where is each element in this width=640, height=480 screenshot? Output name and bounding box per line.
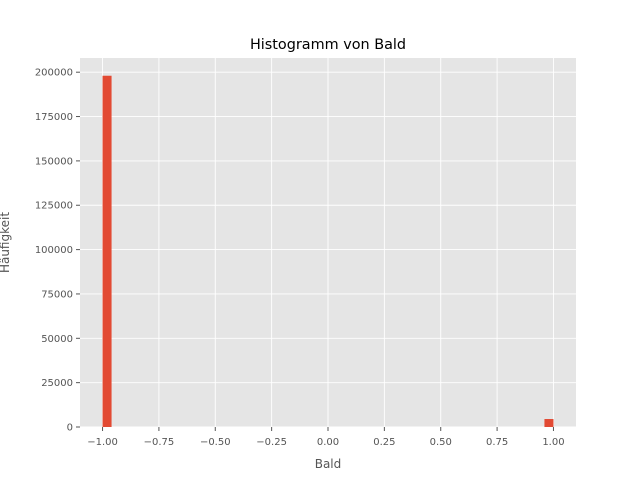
- y-tick-label: 200000: [35, 68, 73, 79]
- x-axis-ticks: −1.00 −0.75 −0.50 −0.25 0.00 0.25 0.50 0.75 1.00: [87, 427, 565, 448]
- y-tick-label: 150000: [35, 156, 73, 167]
- x-tick-label: 0.00: [317, 437, 339, 448]
- x-tick-label: 0.25: [373, 437, 395, 448]
- x-tick-label: 1.00: [542, 437, 564, 448]
- histogram-bar: [544, 419, 554, 427]
- y-tick-label: 175000: [35, 112, 73, 123]
- y-axis-label: Häufigkeit: [0, 212, 12, 273]
- x-tick-label: −0.75: [144, 437, 175, 448]
- bars: [102, 75, 554, 427]
- x-tick-label: 0.75: [486, 437, 508, 448]
- x-tick-label: −1.00: [87, 437, 118, 448]
- x-tick-label: −0.25: [256, 437, 287, 448]
- histogram-bar: [102, 75, 112, 427]
- y-tick-label: 100000: [35, 245, 73, 256]
- y-tick-label: 0: [67, 423, 73, 434]
- y-tick-label: 50000: [41, 334, 73, 345]
- x-axis-label: Bald: [315, 457, 342, 471]
- y-axis-ticks: 0 25000 50000 75000 100000 125000 150000 175000…: [35, 68, 80, 434]
- y-tick-label: 75000: [41, 289, 73, 300]
- x-tick-label: 0.50: [430, 437, 452, 448]
- y-tick-label: 125000: [35, 201, 73, 212]
- x-tick-label: −0.50: [200, 437, 231, 448]
- chart-title: Histogramm von Bald: [250, 37, 406, 53]
- y-tick-label: 25000: [41, 378, 73, 389]
